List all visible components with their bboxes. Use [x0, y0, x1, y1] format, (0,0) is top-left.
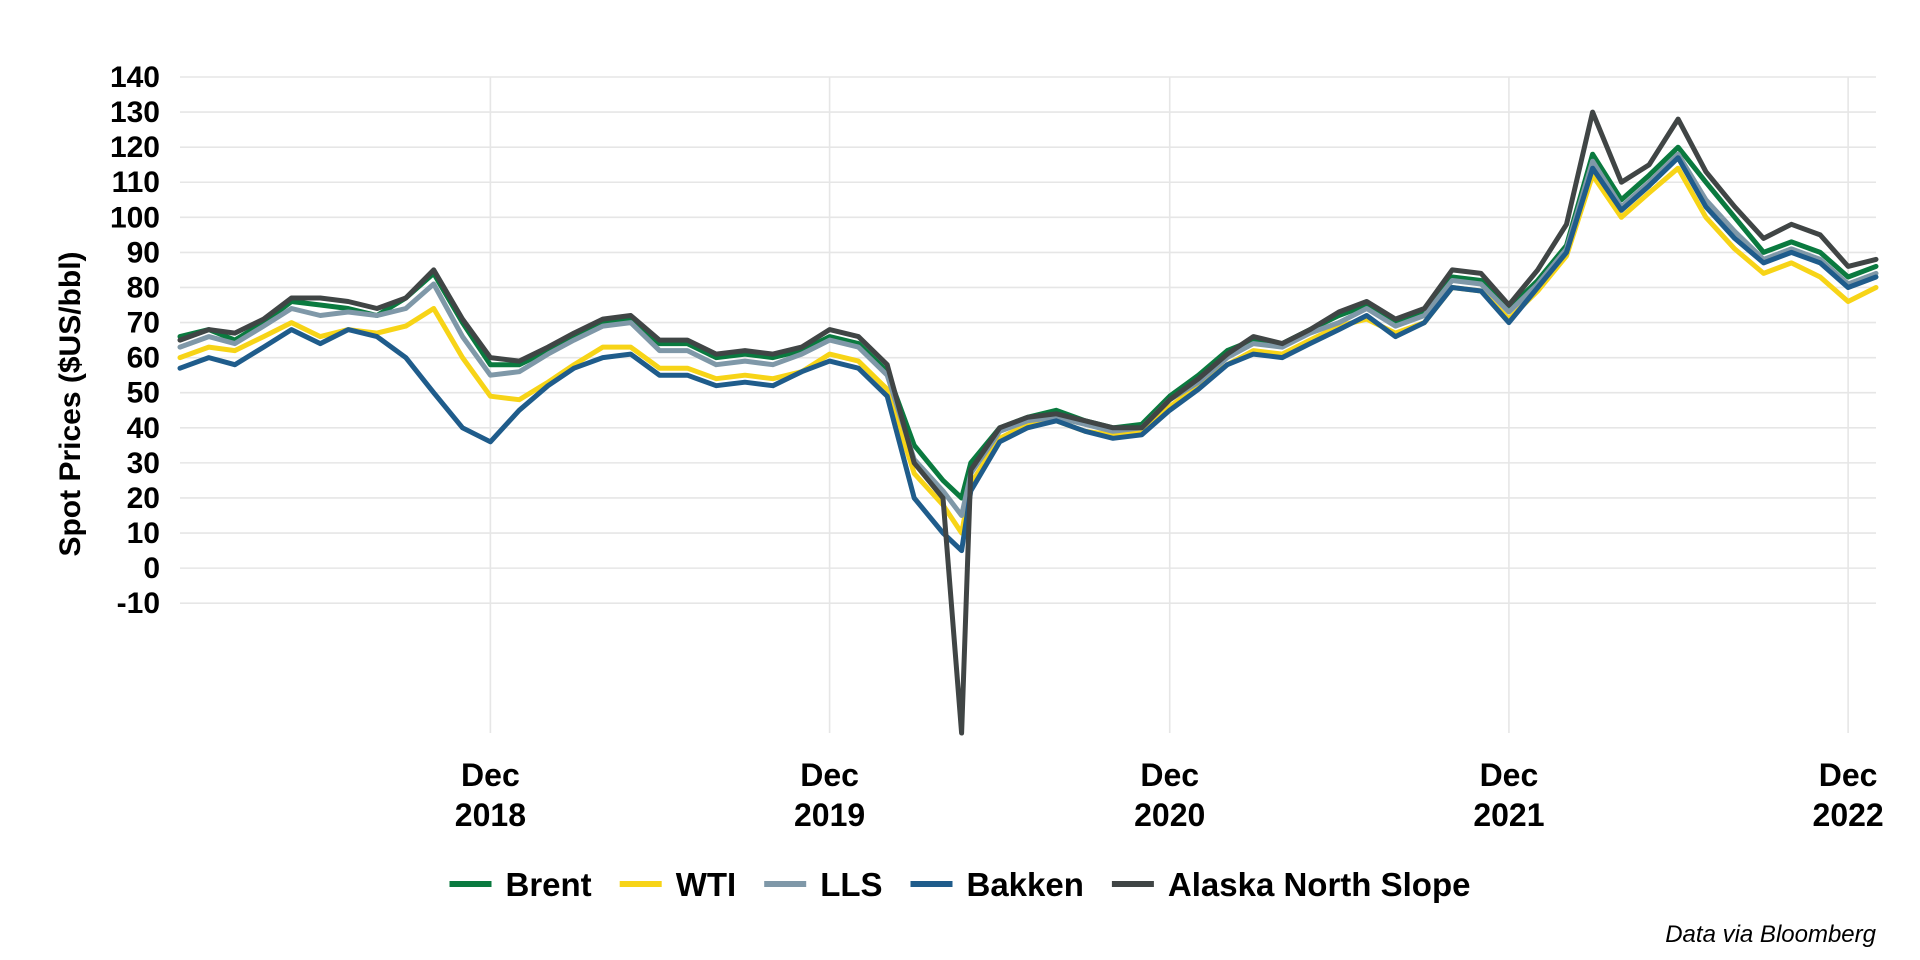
x-tick-label: Dec 2018 [455, 757, 526, 833]
legend-label: LLS [820, 866, 882, 903]
y-tick-label: 0 [143, 552, 160, 585]
y-tick-label: 100 [110, 201, 160, 234]
legend-item: LLS [764, 866, 883, 903]
legend-label: Alaska North Slope [1168, 866, 1471, 903]
series-line-bakken [177, 155, 1879, 554]
legend-item: Brent [449, 866, 592, 903]
legend-item: Bakken [910, 866, 1084, 903]
y-tick-label: 90 [127, 236, 160, 269]
grid [180, 76, 1876, 733]
x-axis-ticks: Dec 2018 Dec 2019 Dec 2020 Dec 2021 Dec 2022 [455, 757, 1884, 833]
y-tick-label: -10 [117, 587, 160, 620]
x-tick-label: Dec 2021 [1473, 757, 1544, 833]
y-tick-label: 80 [127, 271, 160, 304]
x-tick-label: Dec 2022 [1813, 757, 1884, 833]
y-tick-label: 70 [127, 307, 160, 340]
legend-item: Alaska North Slope [1111, 866, 1471, 903]
source-caption: Data via Bloomberg [1665, 921, 1876, 948]
legend: Brent WTI LLS Bakken Alaska North Slope [449, 866, 1471, 903]
series-lines [177, 109, 1879, 736]
y-tick-label: 40 [127, 412, 160, 445]
y-tick-label: 110 [112, 166, 160, 199]
y-axis-label: Spot Prices ($US/bbl) [54, 251, 87, 556]
y-tick-label: 140 [110, 61, 160, 94]
y-tick-label: 120 [110, 131, 160, 164]
legend-label: Brent [506, 866, 592, 903]
series-line-wti [177, 165, 1879, 536]
legend-item: WTI [619, 866, 736, 903]
y-tick-label: 50 [127, 377, 160, 410]
x-tick-label: Dec 2019 [794, 757, 865, 833]
legend-label: WTI [676, 866, 736, 903]
y-tick-label: 20 [127, 482, 160, 515]
legend-label: Bakken [967, 866, 1084, 903]
y-tick-label: 30 [127, 447, 160, 480]
series-line-alaska-north-slope [177, 109, 1879, 736]
x-tick-label: Dec 2020 [1134, 757, 1205, 833]
y-tick-label: 60 [127, 342, 160, 375]
y-tick-label: 10 [127, 517, 160, 550]
y-tick-label: 130 [110, 96, 160, 129]
